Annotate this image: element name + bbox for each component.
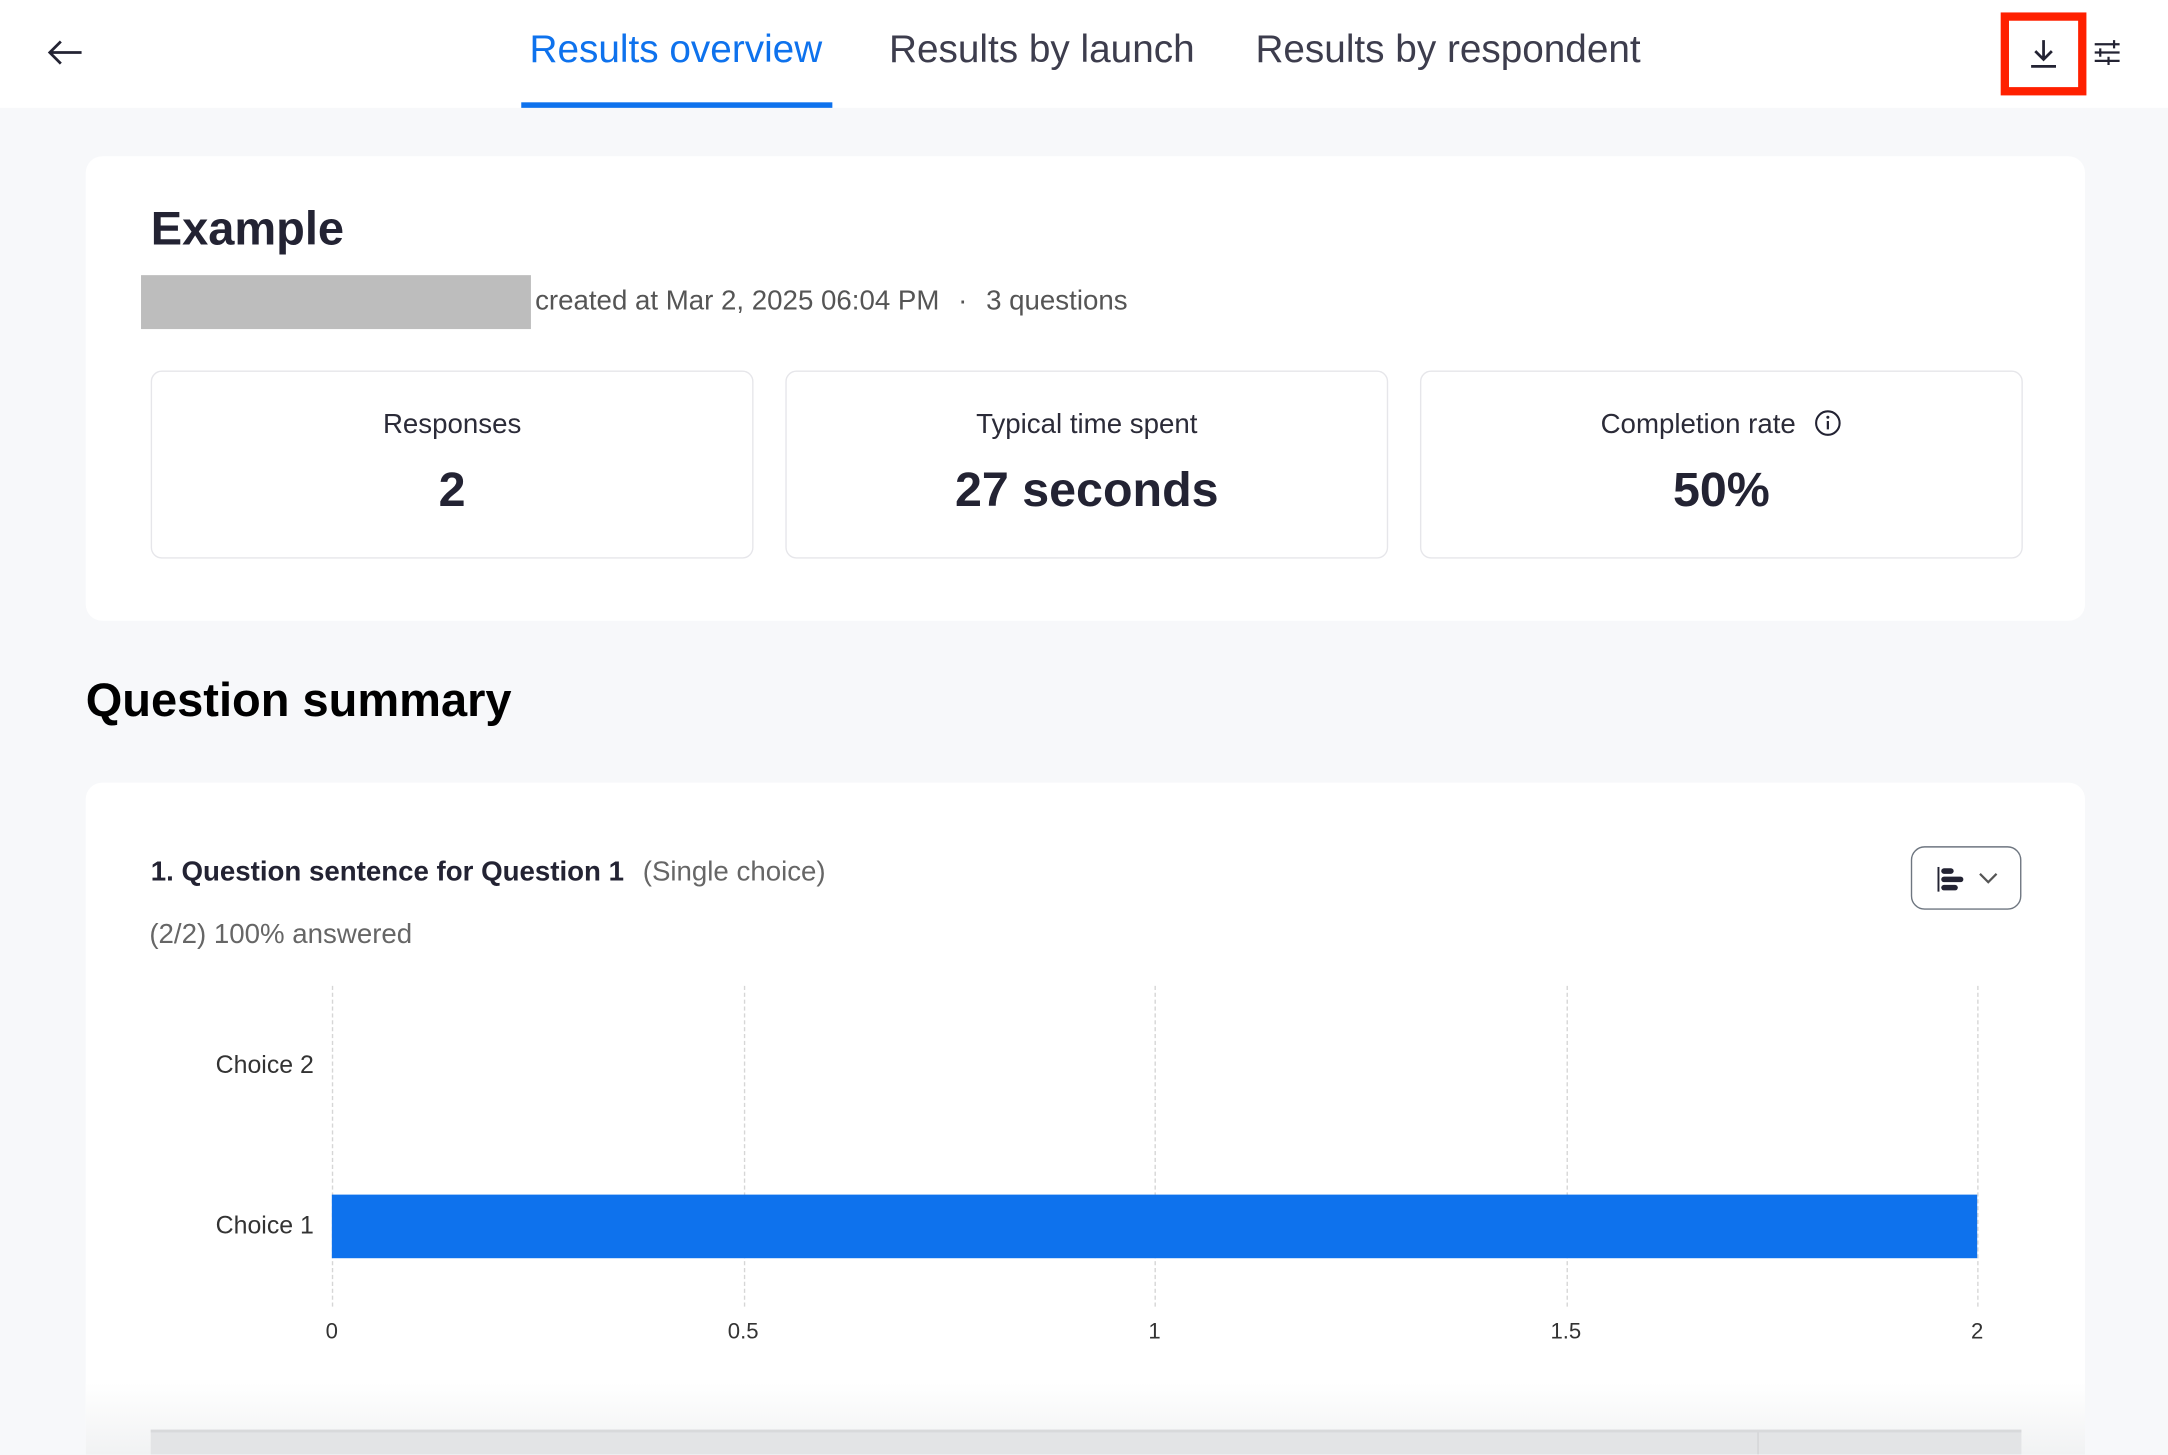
survey-meta: created at Mar 2, 2025 06:04 PM · 3 ques… xyxy=(535,286,1127,318)
answered-count: (2/2) 100% answered xyxy=(149,919,413,950)
question-title: 1. Question sentence for Question 1 xyxy=(150,857,624,888)
survey-title: Example xyxy=(150,203,345,256)
question-count: 3 questions xyxy=(986,286,1128,317)
question-card xyxy=(85,782,2086,1455)
section-heading: Question summary xyxy=(85,674,512,728)
tab-results-overview[interactable]: Results overview xyxy=(529,27,823,71)
table-header xyxy=(150,1429,2022,1455)
arrow-left-icon[interactable] xyxy=(46,37,85,67)
sliders-icon[interactable] xyxy=(2093,39,2121,67)
chart-type-dropdown[interactable] xyxy=(1910,846,2022,910)
stat-typical-time: Typical time spent 27 seconds xyxy=(785,370,1389,559)
column-divider xyxy=(1757,1432,1759,1455)
bar-chart-icon xyxy=(1937,866,1964,892)
tab-results-by-launch[interactable]: Results by launch xyxy=(889,27,1195,71)
info-icon[interactable] xyxy=(1815,409,1843,437)
stat-responses: Responses 2 xyxy=(150,370,754,559)
download-button[interactable] xyxy=(2000,12,2087,96)
chevron-down-icon xyxy=(1979,873,1998,884)
tab-results-by-respondent[interactable]: Results by respondent xyxy=(1255,27,1641,71)
top-nav: Results overview Results by launch Resul… xyxy=(0,0,2168,108)
stat-label: Completion rate xyxy=(1421,409,2021,441)
stat-label: Responses xyxy=(382,409,522,440)
overview-card: Example created at Mar 2, 2025 06:04 PM … xyxy=(85,156,2086,621)
stat-label-text: Completion rate xyxy=(1600,409,1796,440)
redacted-author xyxy=(141,275,531,330)
stat-label: Typical time spent xyxy=(976,409,1198,440)
active-tab-indicator xyxy=(521,102,833,108)
question-type: (Single choice) xyxy=(642,857,826,888)
stat-value: 27 seconds xyxy=(954,463,1219,518)
created-at: created at Mar 2, 2025 06:04 PM xyxy=(535,286,940,317)
question-title-row: 1. Question sentence for Question 1 (Sin… xyxy=(151,857,826,889)
separator: · xyxy=(958,286,968,317)
stat-value: 50% xyxy=(1672,463,1770,518)
download-icon xyxy=(2031,40,2057,68)
stat-completion-rate: Completion rate 50% xyxy=(1419,370,2023,559)
stat-value: 2 xyxy=(438,463,466,518)
